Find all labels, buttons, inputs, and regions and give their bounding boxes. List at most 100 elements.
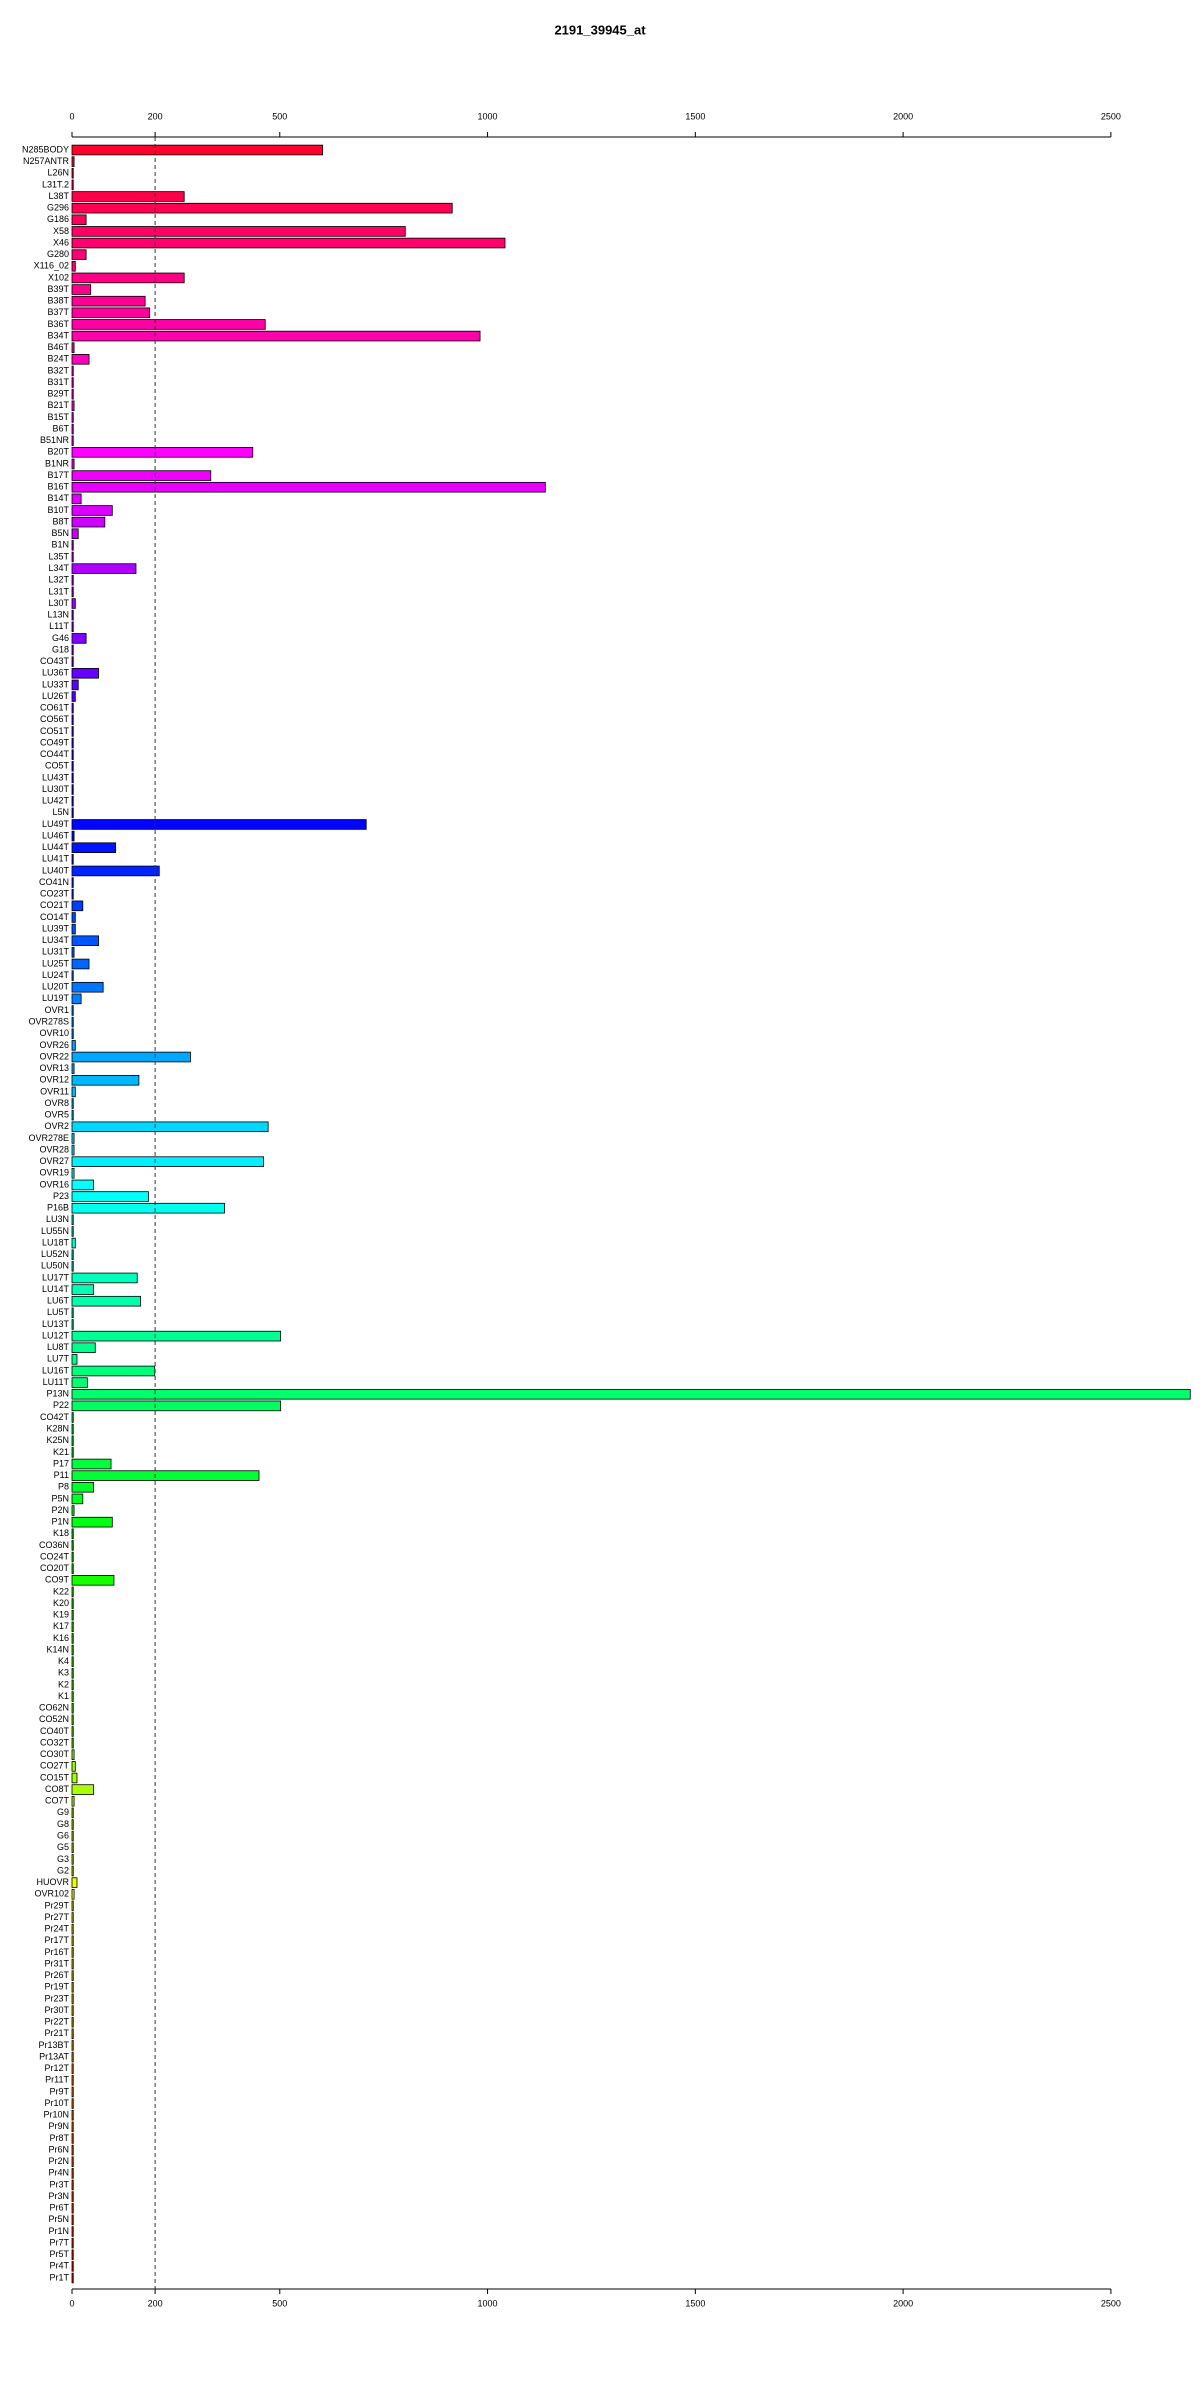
bar — [71, 1737, 74, 1749]
y-tick-label: B14T — [47, 493, 69, 503]
bar — [71, 2168, 74, 2179]
y-tick-label: Pr13BT — [38, 2040, 69, 2050]
y-tick-label: CO20T — [40, 1563, 70, 1573]
y-tick-label: LU33T — [42, 679, 70, 689]
y-tick-label: Pr31T — [44, 1958, 69, 1968]
bar — [71, 1668, 74, 1679]
y-tick-label: B17T — [47, 470, 69, 480]
y-tick-label: LU3N — [46, 1214, 69, 1224]
bar — [71, 1377, 88, 1388]
bar — [71, 958, 90, 970]
bar — [71, 807, 74, 819]
bar — [71, 2261, 74, 2272]
y-tick-label: LU39T — [42, 923, 70, 933]
y-tick-label: P5N — [51, 1493, 69, 1503]
y-tick-label: OVR11 — [40, 1086, 69, 1096]
y-tick-label: G5 — [57, 1842, 69, 1852]
y-tick-label: L26N — [47, 168, 69, 178]
bar — [71, 144, 323, 156]
y-tick-label: K3 — [58, 1668, 69, 1678]
bar — [71, 261, 76, 272]
y-tick-label: CO15T — [40, 1772, 70, 1782]
bar — [71, 1784, 95, 1795]
bar — [71, 1877, 78, 1888]
x-tick-label: 1500 — [685, 111, 705, 121]
bar — [71, 1168, 75, 1179]
bar — [71, 377, 74, 388]
bar — [71, 726, 74, 737]
bar — [71, 516, 106, 528]
y-tick-label: G2 — [57, 1865, 69, 1875]
y-tick-label: CO56T — [40, 714, 70, 724]
bar — [71, 1412, 74, 1423]
y-tick-label: P11 — [54, 1470, 69, 1480]
bar — [71, 830, 75, 842]
y-tick-label: CO9T — [45, 1575, 70, 1585]
bar — [71, 1447, 74, 1458]
bar — [71, 609, 74, 621]
bar — [71, 179, 74, 191]
bar — [71, 1074, 140, 1086]
bar — [71, 2249, 74, 2261]
bar — [71, 1516, 113, 1528]
y-tick-label: LU42T — [42, 796, 70, 806]
bar — [71, 284, 92, 295]
bar — [71, 993, 82, 1005]
bar — [71, 1237, 76, 1249]
y-tick-label: B39T — [47, 284, 69, 294]
bar — [71, 481, 546, 493]
bar — [71, 1761, 76, 1772]
bar — [71, 1051, 191, 1063]
y-tick-label: LU40T — [42, 865, 70, 875]
y-tick-label: L34T — [48, 563, 69, 573]
bar — [71, 1842, 74, 1854]
bar — [71, 1121, 269, 1133]
y-tick-label: CO14T — [40, 912, 70, 922]
y-tick-label: B32T — [47, 365, 69, 375]
bar — [71, 2063, 74, 2074]
y-tick-label: Pr1N — [48, 2226, 69, 2236]
y-tick-label: Pr11T — [45, 2075, 69, 2085]
y-tick-label: K22 — [53, 1586, 69, 1596]
bar — [71, 1354, 78, 1365]
bar — [71, 1609, 74, 1621]
y-tick-label: Pr10T — [44, 2098, 69, 2108]
y-tick-label: LU8T — [47, 1342, 70, 1352]
bar — [71, 1063, 75, 1074]
bar — [71, 586, 74, 598]
y-tick-label: LU36T — [42, 668, 70, 678]
y-tick-label: CO32T — [40, 1737, 70, 1747]
bar — [71, 1993, 74, 2005]
bar — [71, 1807, 74, 1819]
bar — [71, 2086, 74, 2098]
y-tick-label: CO43T — [40, 656, 70, 666]
x-tick-label: 200 — [148, 111, 163, 121]
bar — [71, 1226, 74, 1237]
y-tick-label: LU44T — [42, 842, 70, 852]
y-tick-label: X46 — [53, 237, 69, 247]
y-tick-label: CO41N — [39, 877, 69, 887]
y-tick-label: B38T — [47, 296, 69, 306]
y-tick-label: Pr2N — [48, 2156, 69, 2166]
y-tick-label: Pr27T — [44, 1912, 69, 1922]
y-tick-label: LU43T — [42, 772, 70, 782]
bar — [71, 621, 74, 633]
bar — [71, 307, 151, 319]
y-tick-label: CO23T — [40, 889, 70, 899]
y-tick-label: Pr23T — [44, 1993, 69, 2003]
y-tick-label: L32T — [48, 575, 69, 585]
y-tick-label: LU18T — [42, 1237, 70, 1247]
bar — [71, 156, 75, 167]
bar — [71, 1900, 74, 1912]
y-tick-label: OVR12 — [39, 1075, 69, 1085]
y-tick-label: P8 — [58, 1482, 69, 1492]
y-tick-label: LU24T — [42, 970, 70, 980]
y-tick-label: Pr6T — [49, 2203, 69, 2213]
y-tick-label: OVR278S — [28, 1017, 69, 1027]
bar — [71, 1830, 74, 1842]
y-tick-label: OVR16 — [39, 1179, 69, 1189]
y-tick-label: B29T — [47, 389, 69, 399]
y-tick-label: Pr13AT — [39, 2051, 69, 2061]
y-tick-label: Pr16T — [44, 1947, 69, 1957]
